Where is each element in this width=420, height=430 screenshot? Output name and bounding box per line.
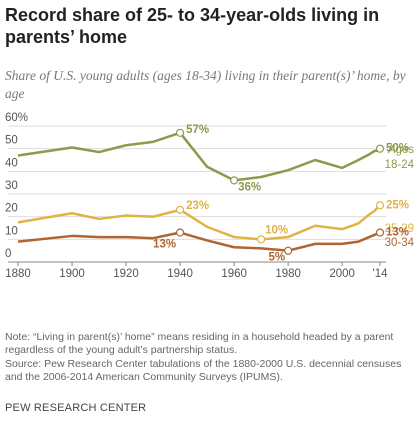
x-tick-label: 1960: [221, 268, 247, 280]
x-tick-label: 1880: [5, 268, 31, 280]
y-tick-label: 10: [5, 225, 18, 237]
x-tick-label: 1980: [275, 268, 301, 280]
point-marker: [230, 176, 239, 185]
legend-title: Ages: [388, 144, 414, 156]
y-tick-label: 50: [5, 135, 18, 147]
point-marker: [175, 205, 185, 214]
point-marker: [175, 228, 185, 237]
point-marker: [257, 235, 266, 244]
legend-label: 18-24: [385, 159, 415, 171]
x-tick-label: 2000: [329, 268, 355, 280]
data-label: 25%: [386, 199, 409, 211]
data-label: 23%: [186, 200, 209, 212]
series-line: [17, 231, 381, 252]
x-tick-label: 1940: [167, 268, 193, 280]
x-tick-label: 1900: [59, 268, 85, 280]
data-label: 36%: [238, 181, 261, 193]
series-line: [17, 131, 381, 182]
y-tick-label: 0: [5, 248, 11, 260]
note: Note: “Living in parent(s)’ home” means …: [5, 331, 394, 356]
point-marker: [175, 128, 185, 137]
data-label: 13%: [153, 239, 176, 251]
legend-label: 30-34: [385, 237, 415, 249]
chart-title: Record share of 25- to 34-year-olds livi…: [5, 5, 380, 47]
legend-label: 25-29: [385, 223, 414, 235]
y-tick-label: 30: [5, 180, 18, 192]
chart: 0 10 20 30 40 50 60% 1880 1900 1920 1940 1960 1980 20…: [5, 112, 415, 280]
point-marker: [375, 144, 385, 153]
point-marker: [375, 201, 385, 210]
footer: PEW RESEARCH CENTER: [5, 402, 147, 414]
x-tick-label: '14: [373, 268, 389, 280]
point-marker: [375, 228, 385, 237]
data-label: 57%: [186, 124, 209, 136]
data-label: 50%: [386, 143, 409, 155]
y-tick-label: 60%: [5, 112, 28, 124]
data-label: 5%: [269, 252, 286, 264]
y-tick-label: 20: [5, 203, 18, 215]
source: Source: Pew Research Center tabulations …: [5, 358, 402, 383]
chart-subtitle: Share of U.S. young adults (ages 18-34) …: [5, 68, 406, 101]
x-tick-label: 1920: [113, 268, 139, 280]
data-label: 13%: [386, 227, 409, 239]
data-label: 10%: [265, 224, 288, 236]
y-tick-label: 40: [5, 157, 18, 169]
point-marker: [284, 246, 293, 255]
